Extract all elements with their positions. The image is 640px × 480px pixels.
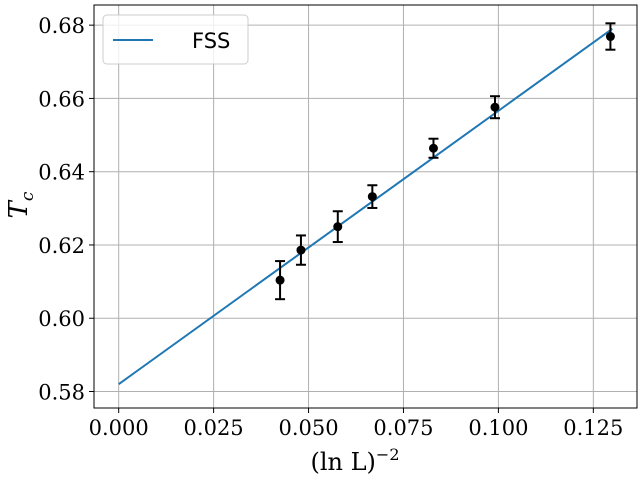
x-tick-label: 0.075 [373, 416, 433, 440]
data-point [428, 137, 439, 159]
point-marker [490, 102, 500, 112]
data-point [367, 184, 378, 209]
point-marker [367, 192, 377, 202]
data-point [332, 210, 343, 244]
x-axis-title-sup: −2 [376, 445, 400, 464]
legend-box [102, 14, 249, 65]
point-marker [605, 32, 615, 42]
y-tick-label: 0.60 [38, 307, 85, 331]
fit-line-layer [118, 28, 613, 385]
y-tick-label: 0.66 [38, 87, 85, 111]
y-tick-label: 0.62 [38, 234, 85, 258]
data-point [295, 234, 306, 266]
point-marker [333, 222, 343, 232]
point-marker [428, 143, 438, 153]
axis-ticks: 0.000 0.025 0.050 0.075 0.100 0.125 0.58 0.60 0.… [38, 14, 623, 440]
x-axis-title: (ln L)−2 [310, 445, 399, 476]
y-axis-title-main: T [4, 199, 34, 218]
y-tick-label: 0.68 [38, 14, 85, 38]
point-marker [275, 275, 285, 285]
legend: FSS [102, 14, 249, 65]
y-tick-label: 0.58 [38, 381, 85, 405]
x-tick-label: 0.000 [89, 416, 149, 440]
x-tick-label: 0.025 [184, 416, 244, 440]
x-tick-label: 0.050 [278, 416, 338, 440]
legend-label-fss: FSS [192, 29, 230, 53]
data-point [489, 95, 500, 120]
data-point [275, 260, 286, 301]
data-point [605, 22, 616, 51]
y-tick-label: 0.64 [38, 161, 85, 185]
y-axis-title-sub: c [18, 191, 38, 201]
data-points-layer [275, 22, 616, 301]
fit-line-fss [118, 28, 613, 385]
x-tick-label: 0.100 [468, 416, 528, 440]
plot-frame [93, 4, 638, 409]
x-tick-label: 0.125 [563, 416, 623, 440]
point-marker [296, 245, 306, 255]
x-axis-title-main: (ln L) [310, 448, 375, 476]
y-axis-title: Tc [4, 191, 38, 218]
